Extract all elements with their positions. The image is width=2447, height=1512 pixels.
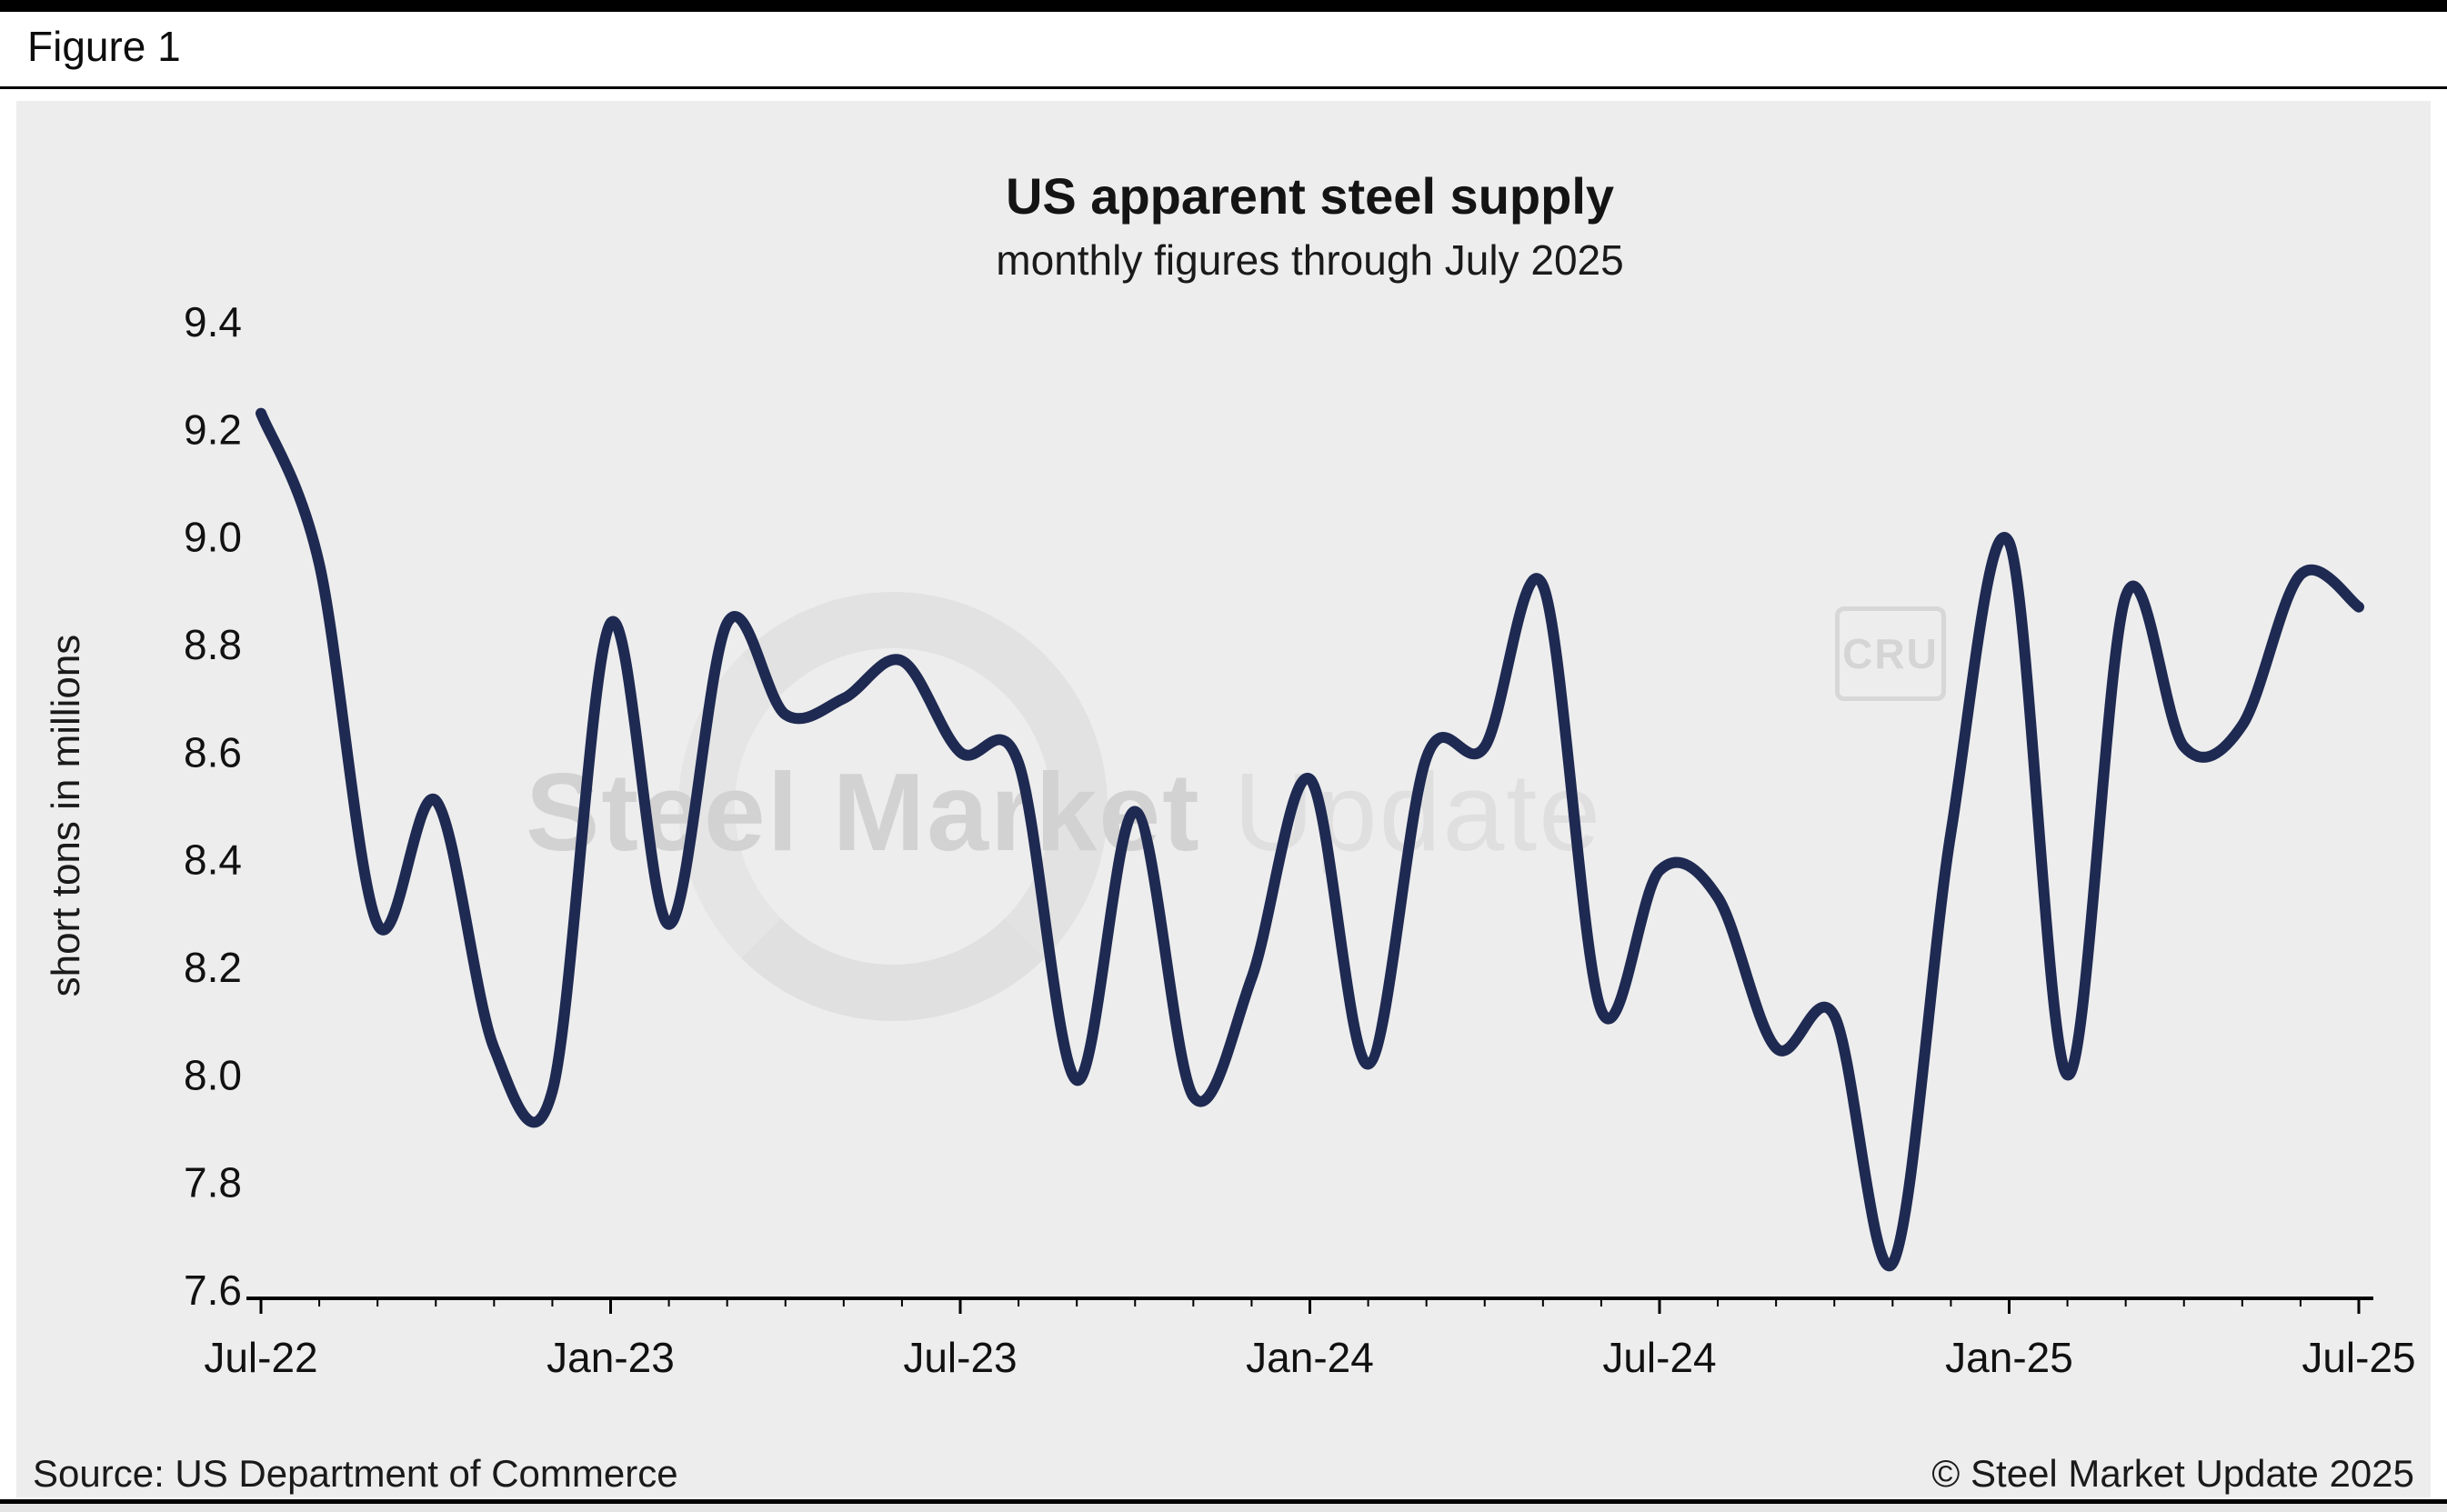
y-tick-label: 9.2	[184, 406, 242, 453]
y-tick-label: 8.8	[184, 621, 242, 668]
x-tick-label: Jan-23	[547, 1334, 675, 1381]
copyright-note: © Steel Market Update 2025	[1931, 1452, 2414, 1495]
cru-logo-badge: CRU	[1835, 606, 1946, 701]
source-note: Source: US Department of Commerce	[33, 1452, 678, 1495]
x-tick-label: Jul-25	[2302, 1334, 2415, 1381]
x-tick-label: Jul-22	[204, 1334, 317, 1381]
y-axis-title: short tons in millions	[44, 634, 88, 997]
y-tick-label: 9.4	[184, 298, 242, 345]
chart-title: US apparent steel supply	[1005, 167, 1615, 225]
y-tick-label: 8.2	[184, 944, 242, 991]
bottom-divider	[0, 1499, 2447, 1504]
figure-label: Figure 1	[27, 23, 181, 70]
x-tick-label: Jul-24	[1602, 1334, 1716, 1381]
steel-supply-line	[256, 407, 2364, 1272]
chart-panel: Steel Market Update CRU 9.4 9.2 9.0 8.8 8.6 8…	[16, 101, 2431, 1497]
y-tick-label: 8.0	[184, 1051, 242, 1098]
y-tick-label: 8.6	[184, 728, 242, 776]
line-chart: 9.4 9.2 9.0 8.8 8.6 8.4 8.2 8.0 7.8 7.6 Jul-22 Jan-…	[184, 298, 2416, 1381]
y-tick-label: 7.8	[184, 1159, 242, 1207]
y-tick-label: 9.0	[184, 514, 242, 561]
x-tick-label: Jan-24	[1246, 1334, 1374, 1381]
bottom-strip	[0, 1504, 2447, 1512]
chart-subtitle: monthly figures through July 2025	[996, 236, 1624, 284]
x-tick-label: Jul-23	[903, 1334, 1017, 1381]
x-tick-label: Jan-25	[1945, 1334, 2073, 1381]
top-black-bar	[0, 0, 2447, 12]
header-divider	[0, 86, 2447, 89]
y-tick-label: 7.6	[184, 1267, 242, 1314]
y-tick-label: 8.4	[184, 836, 242, 884]
